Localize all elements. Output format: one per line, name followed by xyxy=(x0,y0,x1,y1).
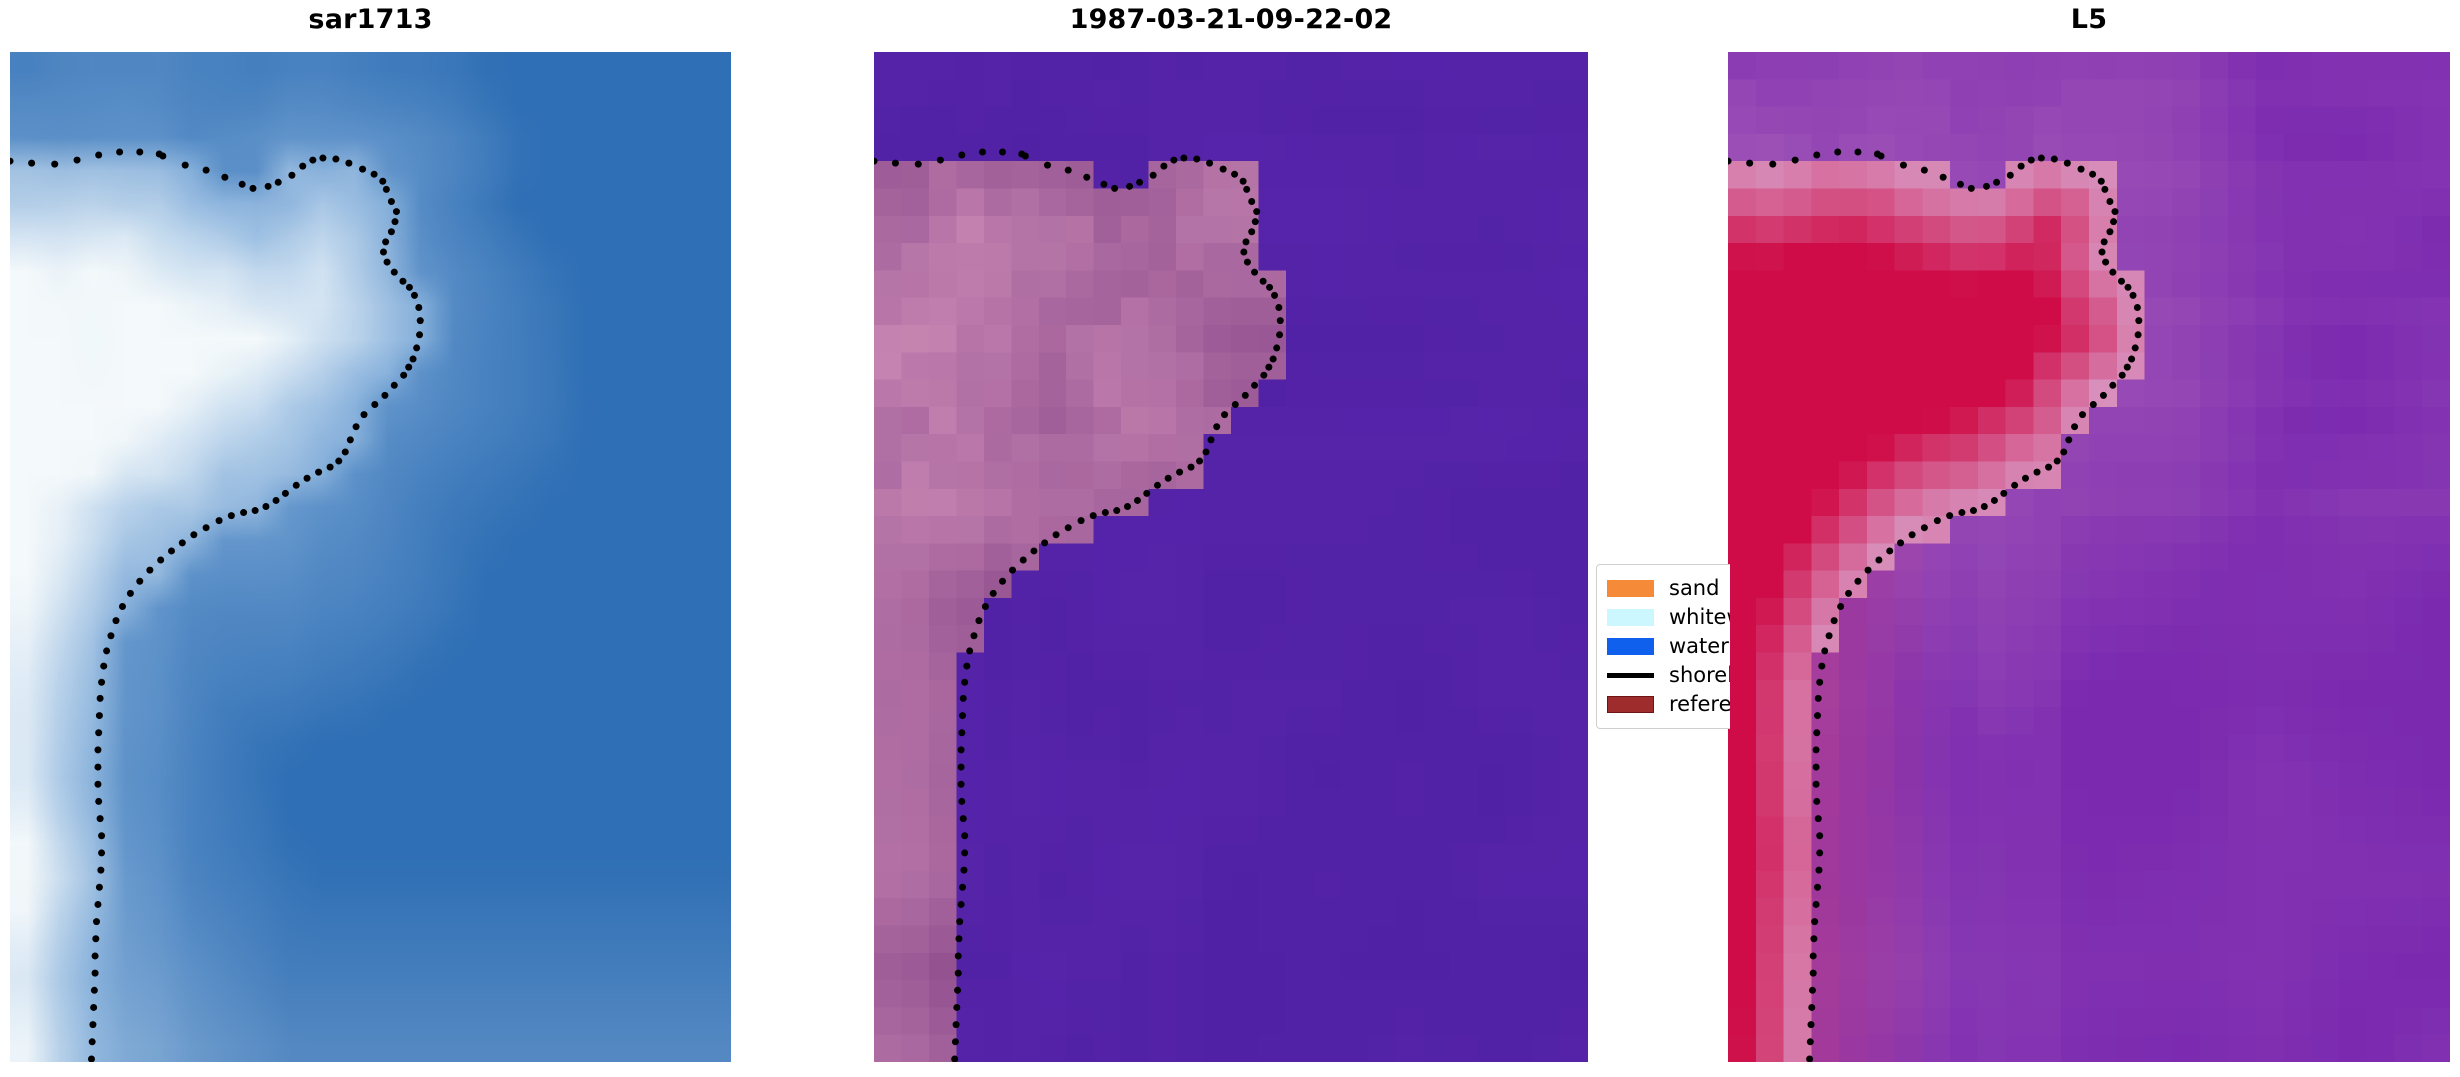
panel-sar xyxy=(10,52,731,1062)
sand-swatch xyxy=(1607,580,1654,597)
panel-l5 xyxy=(1728,52,2450,1062)
water-swatch xyxy=(1607,638,1654,655)
whitewater-swatch xyxy=(1607,609,1654,626)
classified-raster xyxy=(874,52,1588,1062)
reference-shoreline-swatch xyxy=(1607,696,1654,713)
panel-title-l5: L5 xyxy=(2070,4,2108,35)
legend-label-reference-shoreline: reference shoreline xyxy=(1669,692,1730,716)
panel-sar-image xyxy=(10,52,731,1062)
legend-label-water: water xyxy=(1669,634,1729,658)
legend-item-water[interactable]: water xyxy=(1607,632,1730,661)
panel-title-sar: sar1713 xyxy=(308,4,433,35)
legend-label-shoreline: shoreline xyxy=(1669,663,1730,687)
legend-item-reference-shoreline[interactable]: reference shoreline xyxy=(1607,690,1730,719)
panel-title-classified: 1987-03-21-09-22-02 xyxy=(1069,4,1393,35)
shoreline-swatch xyxy=(1607,673,1654,678)
panel-classified-image xyxy=(874,52,1588,1062)
l5-raster xyxy=(1728,52,2450,1062)
legend-item-sand[interactable]: sand xyxy=(1607,574,1730,603)
panel-classified xyxy=(874,52,1588,1062)
legend-label-sand: sand xyxy=(1669,576,1720,600)
panel-l5-image xyxy=(1728,52,2450,1062)
legend-item-shoreline[interactable]: shoreline xyxy=(1607,661,1730,690)
sar-raster xyxy=(10,52,731,1062)
